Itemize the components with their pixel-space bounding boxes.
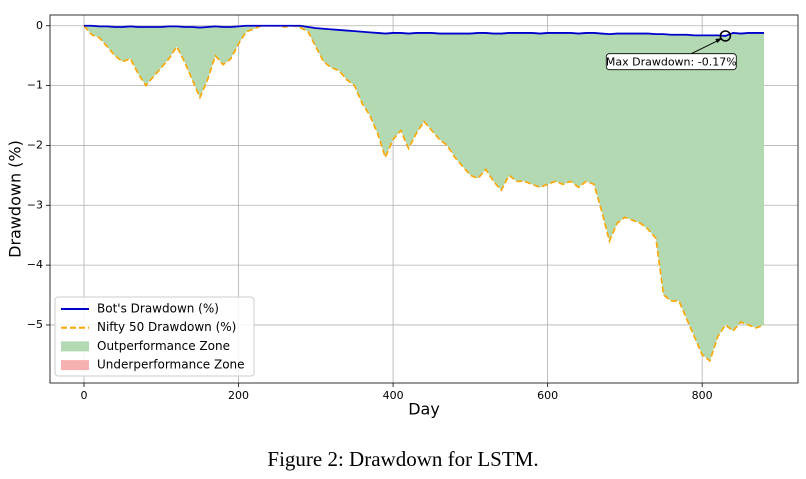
plot-frame bbox=[49, 14, 799, 384]
y-tick-label: −1 bbox=[27, 79, 43, 92]
x-tick-label: 400 bbox=[383, 389, 404, 402]
series-line bbox=[84, 24, 764, 37]
legend-label: Underperformance Zone bbox=[97, 358, 245, 372]
outperformance-zone bbox=[84, 25, 764, 361]
legend-label: Bot's Drawdown (%) bbox=[97, 302, 219, 316]
series-line bbox=[83, 24, 765, 363]
y-tick-label: −4 bbox=[27, 258, 43, 271]
y-tick-label: −2 bbox=[27, 138, 43, 151]
x-tick-label: 0 bbox=[81, 389, 88, 402]
legend-swatch bbox=[61, 341, 89, 352]
y-tick-label: 0 bbox=[36, 19, 43, 32]
annotation-arrow bbox=[691, 38, 722, 55]
annotation-box bbox=[605, 53, 737, 71]
caption: Figure 2: Drawdown for LSTM. bbox=[267, 447, 538, 471]
y-tick-label: −5 bbox=[27, 318, 43, 331]
x-tick-label: 800 bbox=[692, 389, 713, 402]
annotation-text: Max Drawdown: -0.17% bbox=[606, 56, 737, 69]
x-tick-label: 600 bbox=[537, 389, 558, 402]
y-tick-label: −3 bbox=[27, 198, 43, 211]
max-drawdown-marker bbox=[719, 30, 732, 42]
legend-label: Outperformance Zone bbox=[97, 339, 230, 353]
x-axis-label: Day bbox=[408, 400, 440, 419]
legend-swatch bbox=[61, 360, 89, 371]
legend-label: Nifty 50 Drawdown (%) bbox=[97, 320, 236, 334]
legend: Bot's Drawdown (%) Nifty 50 Drawdown (%) O… bbox=[54, 296, 255, 377]
x-tick-label: 200 bbox=[228, 389, 249, 402]
legend-box bbox=[54, 296, 255, 377]
annotation-arrowhead bbox=[715, 37, 723, 43]
y-axis-label: Drawdown (%) bbox=[6, 140, 25, 258]
